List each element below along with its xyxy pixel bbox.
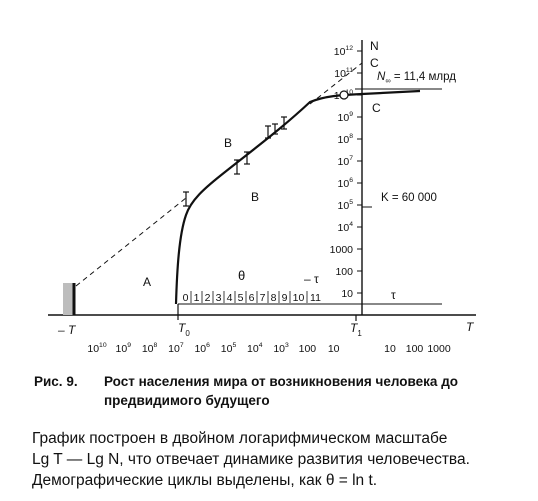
- time-axis-tick-label: 105: [221, 342, 237, 355]
- n-axis-tick-marks: [357, 50, 362, 294]
- error-bars: [183, 116, 287, 207]
- caption-number: Рис. 9.: [34, 374, 78, 389]
- cycle-number: 1: [194, 292, 200, 304]
- region-b-upper-label: B: [224, 136, 232, 150]
- n-axis-tick-label: 100: [335, 266, 353, 278]
- cycle-number: 0: [183, 292, 189, 304]
- n-axis-tick-label: 104: [338, 221, 354, 234]
- region-c-lower-label: C: [372, 101, 381, 115]
- neg-t-label: – T: [57, 323, 77, 337]
- population-curve: [174, 89, 421, 305]
- time-axis-label: T: [466, 320, 475, 334]
- n-axis-tick-label: 1012: [334, 45, 353, 58]
- time-axis-tick-label: 104: [247, 342, 263, 355]
- time-axis-tick-label: 106: [194, 342, 210, 355]
- cycle-number: 9: [282, 292, 288, 304]
- origin-hatched-block: [63, 283, 74, 315]
- time-axis-tick-label: 107: [168, 342, 184, 355]
- n-axis-tick-label: 1011: [334, 67, 353, 80]
- cycle-number: 7: [260, 292, 266, 304]
- cycle-number: 5: [238, 292, 244, 304]
- t1-label: T1: [350, 321, 362, 338]
- cycle-number: 10: [293, 292, 305, 304]
- cycle-number: 3: [216, 292, 222, 304]
- time-axis-tick-label: 109: [116, 342, 132, 355]
- time-axis-ticks-left: 1010 109 108 107 106 105 104 103 100 10: [87, 342, 339, 355]
- theta-label: θ: [238, 268, 245, 283]
- description-line-2: Lg T — Lg N, что отвечает динамике разви…: [32, 451, 470, 468]
- time-axis-tick-label: 100: [299, 343, 317, 355]
- time-axis-tick-label: 1000: [427, 343, 451, 355]
- caption-title: Рост населения мира от возникновения чел…: [104, 374, 459, 408]
- n-axis-tick-label: 109: [338, 111, 354, 124]
- n-axis-tick-label: 108: [338, 133, 354, 146]
- dashed-hyperbolic-asymptote: [309, 62, 363, 105]
- time-axis-tick-label: 103: [273, 342, 289, 355]
- time-axis-tick-label: 100: [406, 343, 424, 355]
- k-label: K = 60 000: [381, 192, 437, 204]
- cycle-number: 2: [205, 292, 211, 304]
- cycle-numbers: 0 1 2 3 4 5 6 7 8 9 10 11: [183, 291, 321, 304]
- time-axis-ticks-right: 10 100 1000: [384, 343, 451, 355]
- n-axis-tick-label: 105: [338, 199, 354, 212]
- cycle-number: 6: [249, 292, 255, 304]
- time-axis-tick-label: 10: [328, 343, 340, 355]
- n-axis-tick-label: 107: [338, 155, 354, 168]
- time-axis-tick-label: 108: [142, 342, 158, 355]
- cycle-number: 11: [310, 292, 321, 304]
- cycle-number: 8: [271, 292, 277, 304]
- n-axis-tick-label: 106: [338, 177, 354, 190]
- n-axis-tick-label: 1000: [330, 244, 354, 256]
- description-line-1: График построен в двойном логарифмическо…: [32, 430, 448, 447]
- population-growth-figure: 101210111010109108107106105104100010010 …: [48, 39, 476, 355]
- region-a-label: A: [143, 275, 151, 289]
- description-line-3: Демографические циклы выделены, как θ = …: [32, 472, 378, 489]
- cycle-number: 4: [227, 292, 233, 304]
- n-axis-label: N: [370, 39, 379, 53]
- region-c-upper-label: C: [370, 56, 379, 70]
- dashed-early-asymptote: [75, 197, 187, 287]
- n-axis-tick-labels: 101210111010109108107106105104100010010: [330, 45, 354, 300]
- figure-description: График построен в двойном логарифмическо…: [32, 428, 522, 491]
- n-axis-tick-label: 10: [341, 288, 353, 300]
- tau-label: τ: [391, 288, 396, 302]
- region-b-lower-label: B: [251, 190, 259, 204]
- minus-tau-label: – τ: [304, 272, 319, 286]
- time-axis-tick-label: 10: [384, 343, 396, 355]
- t0-label: T0: [178, 321, 190, 338]
- n-infinity-label: N∞ = 11,4 млрд: [377, 71, 456, 85]
- transition-marker: [339, 90, 349, 100]
- time-axis-tick-label: 1010: [87, 342, 106, 355]
